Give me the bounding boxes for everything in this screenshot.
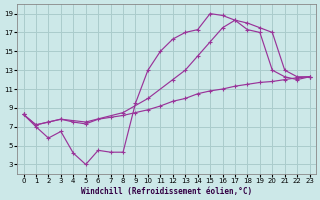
X-axis label: Windchill (Refroidissement éolien,°C): Windchill (Refroidissement éolien,°C)	[81, 187, 252, 196]
